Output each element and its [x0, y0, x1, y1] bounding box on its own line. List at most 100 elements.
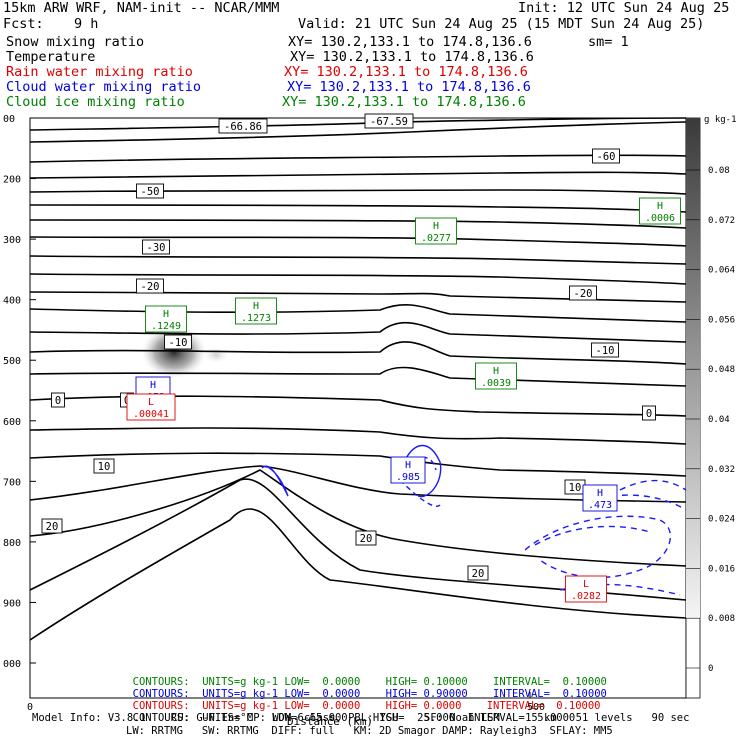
rain-min-box	[565, 575, 607, 603]
snow-field-name: Snow mixing ratio	[6, 34, 145, 50]
isotherms	[29, 117, 687, 641]
colorbar-tick-label: 0.064	[708, 266, 735, 276]
ice-max-box	[475, 362, 517, 390]
isotherm-label-box	[164, 334, 192, 350]
y-tick-label: 000	[3, 659, 21, 670]
contour-rain-interval: INTERVAL= 0.10000	[486, 700, 601, 712]
colorbar-fill	[686, 118, 700, 618]
isotherm-label: 20	[472, 568, 485, 580]
x-axis-label: Distance (km)	[287, 715, 373, 728]
ice-max-box	[639, 197, 681, 225]
contour-temp-interval: INTERVAL= 5.0000	[467, 712, 576, 724]
ice-max-mark: H	[493, 366, 499, 377]
isotherm-label-box	[592, 148, 620, 164]
model-info-line1: Model Info: V3.8.1 CU: G-F Ens MP: WDM 6…	[32, 712, 690, 724]
colorbar-tick-label: 0	[708, 664, 713, 674]
cloud-water-max-value: .473	[588, 500, 612, 511]
cloud-water-max-box	[582, 484, 618, 512]
ice-max-mark: H	[253, 301, 259, 312]
isotherm-label: -10	[169, 337, 188, 349]
colorbar-tick-label: 0.032	[708, 465, 735, 475]
model-title: 15km ARW WRF, NAM-init -- NCAR/MMM	[3, 0, 280, 16]
contour-ice-low: LOW= 0.0000	[284, 676, 361, 688]
isotherm-label: 20	[360, 533, 373, 545]
cloud-water-max-mark: H	[150, 380, 156, 391]
contour-ice-units: UNITS=g kg-1	[202, 676, 279, 688]
ice-max-value: .0006	[645, 213, 675, 224]
contour-rain-low: LOW= 0.0000	[284, 700, 361, 712]
y-tick-label: 300	[3, 235, 21, 246]
contour-rain-units: UNITS=g kg-1	[202, 700, 279, 712]
colorbar-tick-label: 0.08	[708, 166, 730, 176]
ice-max-value: .0039	[481, 378, 511, 389]
ice-max-value: .1273	[241, 313, 271, 324]
snow-field-xy: XY= 130.2,133.1 to 174.8,136.6	[288, 34, 532, 50]
ice-max-box	[235, 297, 277, 325]
ice-max-box	[145, 305, 187, 333]
contour-ice-prefix: CONTOURS:	[132, 676, 190, 688]
temp-field-xy: XY= 130.2,133.1 to 174.8,136.6	[290, 49, 534, 65]
contour-info-ice: CONTOURS: UNITS=g kg-1 LOW= 0.0000 HIGH=…	[120, 664, 607, 688]
isotherm-label-box	[136, 183, 164, 199]
isotherm-label-box	[467, 565, 489, 581]
snow-field-smooth: sm= 1	[588, 34, 629, 50]
colorbar-tick-label: 0.024	[708, 515, 735, 525]
isotherm-label: 0	[55, 395, 61, 407]
ice-max-mark: H	[163, 309, 169, 320]
contour-rain-high: HIGH= 0.0000	[385, 700, 462, 712]
isotherm-label-box	[364, 113, 414, 129]
rain-min-value: .00041	[133, 409, 169, 420]
rain-min-mark: L	[148, 397, 154, 408]
contour-temp-units: UNITS=°C	[202, 712, 253, 724]
cloud-water-max-box	[390, 456, 426, 484]
colorbar-tick-label: 0.016	[708, 564, 735, 574]
cloud-ice-field-name: Cloud ice mixing ratio	[6, 94, 185, 110]
y-tick-label: 600	[3, 417, 21, 428]
contour-ice-interval: INTERVAL= 0.10000	[493, 676, 607, 688]
contour-water-prefix: CONTOURS:	[132, 688, 190, 700]
rain-field-name: Rain water mixing ratio	[6, 64, 193, 80]
ice-max-value: .1249	[151, 321, 181, 332]
contour-temp-prefix: CONTOURS:	[132, 712, 190, 724]
rain-min-mark: L	[583, 579, 589, 590]
rain-min-value: .0282	[571, 591, 601, 602]
isotherm-label: 0	[646, 408, 652, 420]
x-tick-label: 500	[527, 702, 545, 713]
cloud-water-field-xy: XY= 130.2,133.1 to 174.8,136.6	[287, 79, 531, 95]
isotherm-label-box	[51, 392, 65, 408]
isotherm-label-box	[41, 518, 63, 534]
cloud-water-max-mark: H	[597, 488, 603, 499]
isotherm-label: 20	[46, 521, 59, 533]
isotherm-label: 10	[569, 482, 582, 494]
contour-ice-high: HIGH= 0.10000	[385, 676, 468, 688]
y-tick-label: 700	[3, 477, 21, 488]
contour-temp-high: HIGH= 25.000	[372, 712, 456, 724]
snow-shading-weak	[204, 347, 228, 363]
colorbar-tick-label: 0.008	[708, 614, 735, 624]
ice-max-mark: H	[433, 221, 439, 232]
contour-info-water: CONTOURS: UNITS=g kg-1 LOW= 0.0000 HIGH=…	[120, 676, 607, 700]
colorbar-tick-label: 0.072	[708, 216, 735, 226]
isotherm-label: -20	[574, 288, 593, 300]
temp-field-name: Temperature	[6, 49, 96, 65]
isotherm-label: -10	[596, 345, 615, 357]
y-tick-label: 900	[3, 598, 21, 609]
contour-water-units: UNITS=g kg-1	[202, 688, 279, 700]
fcst-value: 9 h	[74, 16, 99, 32]
ice-max-value: .0277	[421, 233, 451, 244]
contour-water-high: HIGH= 0.90000	[385, 688, 468, 700]
isotherm-label-box	[642, 405, 656, 421]
fcst-label: Fcst:	[3, 16, 44, 32]
contour-water-low: LOW= 0.0000	[284, 688, 361, 700]
cloud-water-max-value: .985	[396, 472, 420, 483]
contour-temp-low: LOW= -65.000	[271, 712, 348, 724]
cloud-water-max-mark: H	[405, 460, 411, 471]
isotherm-label: -20	[141, 281, 160, 293]
colorbar-unit: g kg-1	[704, 115, 737, 125]
isotherm-label-box	[591, 342, 619, 358]
isotherm-label-box	[569, 285, 597, 301]
contour-rain-prefix: CONTOURS:	[132, 700, 190, 712]
isotherm-label-box	[136, 278, 164, 294]
y-tick-label: 800	[3, 538, 21, 549]
